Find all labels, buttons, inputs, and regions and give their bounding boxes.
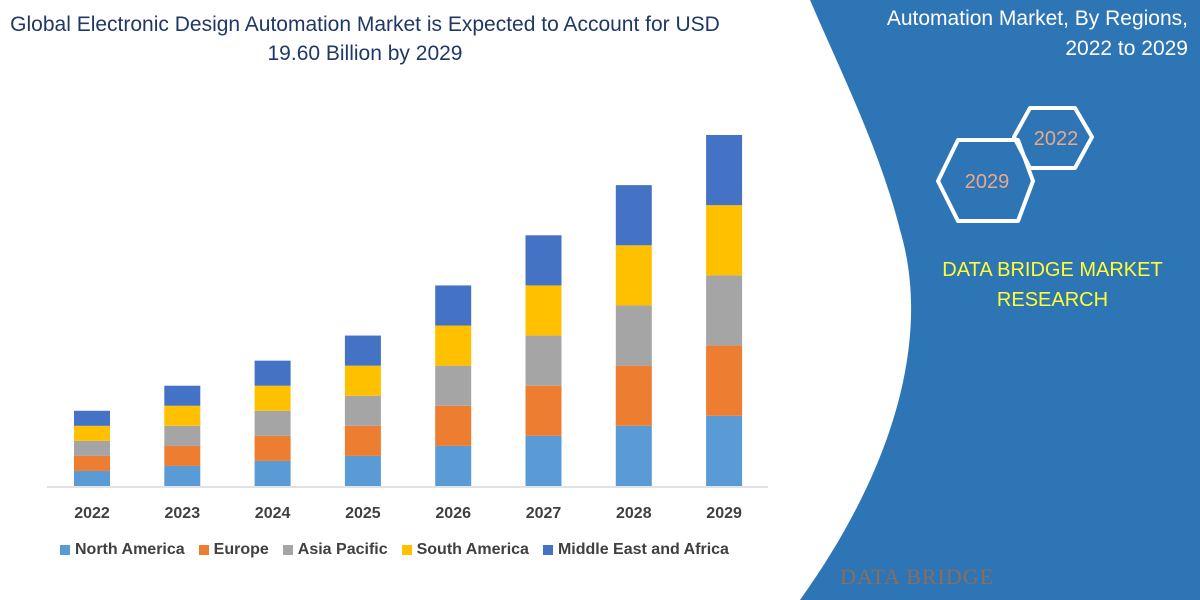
bar-2024-north-america: [254, 460, 291, 486]
bar-2022-south-america: [74, 425, 110, 441]
hex-label-2029: 2029: [965, 171, 1010, 193]
stacked-bar-chart: 2022 2023 2024 2025 2026 2027 2028 2029: [47, 135, 768, 522]
bar-2027-asia-pacific: [525, 335, 562, 386]
bar-2022-middle-east-and-africa: [74, 410, 110, 426]
x-tick-label: 2022: [74, 505, 110, 522]
legend-swatch: [282, 545, 293, 555]
bar-2026-north-america: [435, 445, 472, 486]
bar-2026-asia-pacific: [435, 365, 472, 406]
bar-2029-middle-east-and-africa: [706, 135, 743, 206]
legend-item: Asia Pacific: [282, 541, 388, 559]
brand-text: DATA BRIDGE MARKET RESEARCH: [942, 259, 1163, 311]
bar-2026-middle-east-and-africa: [435, 285, 472, 326]
bar-2025-north-america: [344, 455, 381, 486]
legend-swatch: [198, 545, 209, 555]
bar-2027-middle-east-and-africa: [525, 235, 562, 286]
x-tick-label: 2024: [255, 505, 291, 522]
side-panel: [800, 0, 1200, 600]
legend-item: Europe: [198, 541, 269, 559]
bar-2029-south-america: [706, 205, 743, 276]
x-tick-label: 2026: [435, 505, 471, 522]
legend-swatch: [401, 545, 412, 555]
bar-2022-asia-pacific: [74, 440, 110, 456]
bar-2028-south-america: [615, 245, 652, 306]
side-heading-line2: 2022 to 2029: [1065, 37, 1188, 60]
legend-label: Europe: [213, 541, 269, 558]
bar-2028-north-america: [615, 425, 652, 486]
bar-2029-asia-pacific: [706, 275, 743, 346]
bar-2024-asia-pacific: [254, 410, 291, 436]
x-tick-label: 2029: [706, 505, 742, 522]
legend-swatch: [542, 545, 553, 555]
logo: DATA BRIDGE: [840, 564, 995, 589]
legend-item: North America: [60, 541, 185, 559]
hexagon-2029: [936, 138, 1035, 223]
chart-title: Global Electronic Design Automation Mark…: [10, 13, 720, 65]
x-tick-label: 2023: [165, 505, 201, 522]
hexagon-2022: [1012, 106, 1094, 170]
bar-2023-europe: [164, 445, 201, 466]
bar-2026-europe: [435, 405, 472, 446]
legend-item: South America: [401, 541, 529, 559]
bar-2029-north-america: [706, 415, 743, 486]
x-tick-label: 2027: [526, 505, 562, 522]
bar-2024-europe: [254, 435, 291, 461]
hex-label-2022: 2022: [1034, 128, 1079, 150]
bar-2025-europe: [344, 425, 381, 456]
bar-2025-middle-east-and-africa: [344, 335, 381, 366]
bar-2022-europe: [74, 455, 110, 471]
bar-2027-south-america: [525, 285, 562, 336]
side-heading-line1: Automation Market, By Regions,: [886, 7, 1188, 30]
bar-2024-south-america: [254, 385, 291, 411]
bar-2025-asia-pacific: [344, 395, 381, 426]
bar-2028-europe: [615, 365, 652, 426]
legend-label: North America: [75, 541, 185, 558]
legend: North America Europe Asia Pacific South Ame…: [60, 541, 729, 559]
bar-2023-north-america: [164, 465, 201, 486]
legend-label: Asia Pacific: [297, 541, 388, 558]
bar-2023-middle-east-and-africa: [164, 385, 201, 406]
bar-2023-south-america: [164, 405, 201, 426]
legend-label: South America: [416, 541, 529, 558]
bar-2023-asia-pacific: [164, 425, 201, 446]
bar-2029-europe: [706, 345, 743, 416]
bar-2027-europe: [525, 385, 562, 436]
legend-swatch: [60, 545, 70, 555]
bar-2026-south-america: [435, 325, 472, 366]
legend-item: Middle East and Africa: [542, 541, 729, 559]
bar-2027-north-america: [525, 435, 562, 486]
bar-2028-asia-pacific: [615, 305, 652, 366]
legend-label: Middle East and Africa: [557, 541, 729, 558]
x-tick-label: 2028: [616, 505, 652, 522]
bar-2028-middle-east-and-africa: [615, 185, 652, 246]
bar-2022-north-america: [74, 470, 110, 486]
x-tick-label: 2025: [345, 505, 381, 522]
bar-2024-middle-east-and-africa: [254, 360, 291, 386]
side-heading: Automation Market, By Regions, 2022 to 2…: [887, 4, 1188, 64]
bar-2025-south-america: [344, 365, 381, 396]
